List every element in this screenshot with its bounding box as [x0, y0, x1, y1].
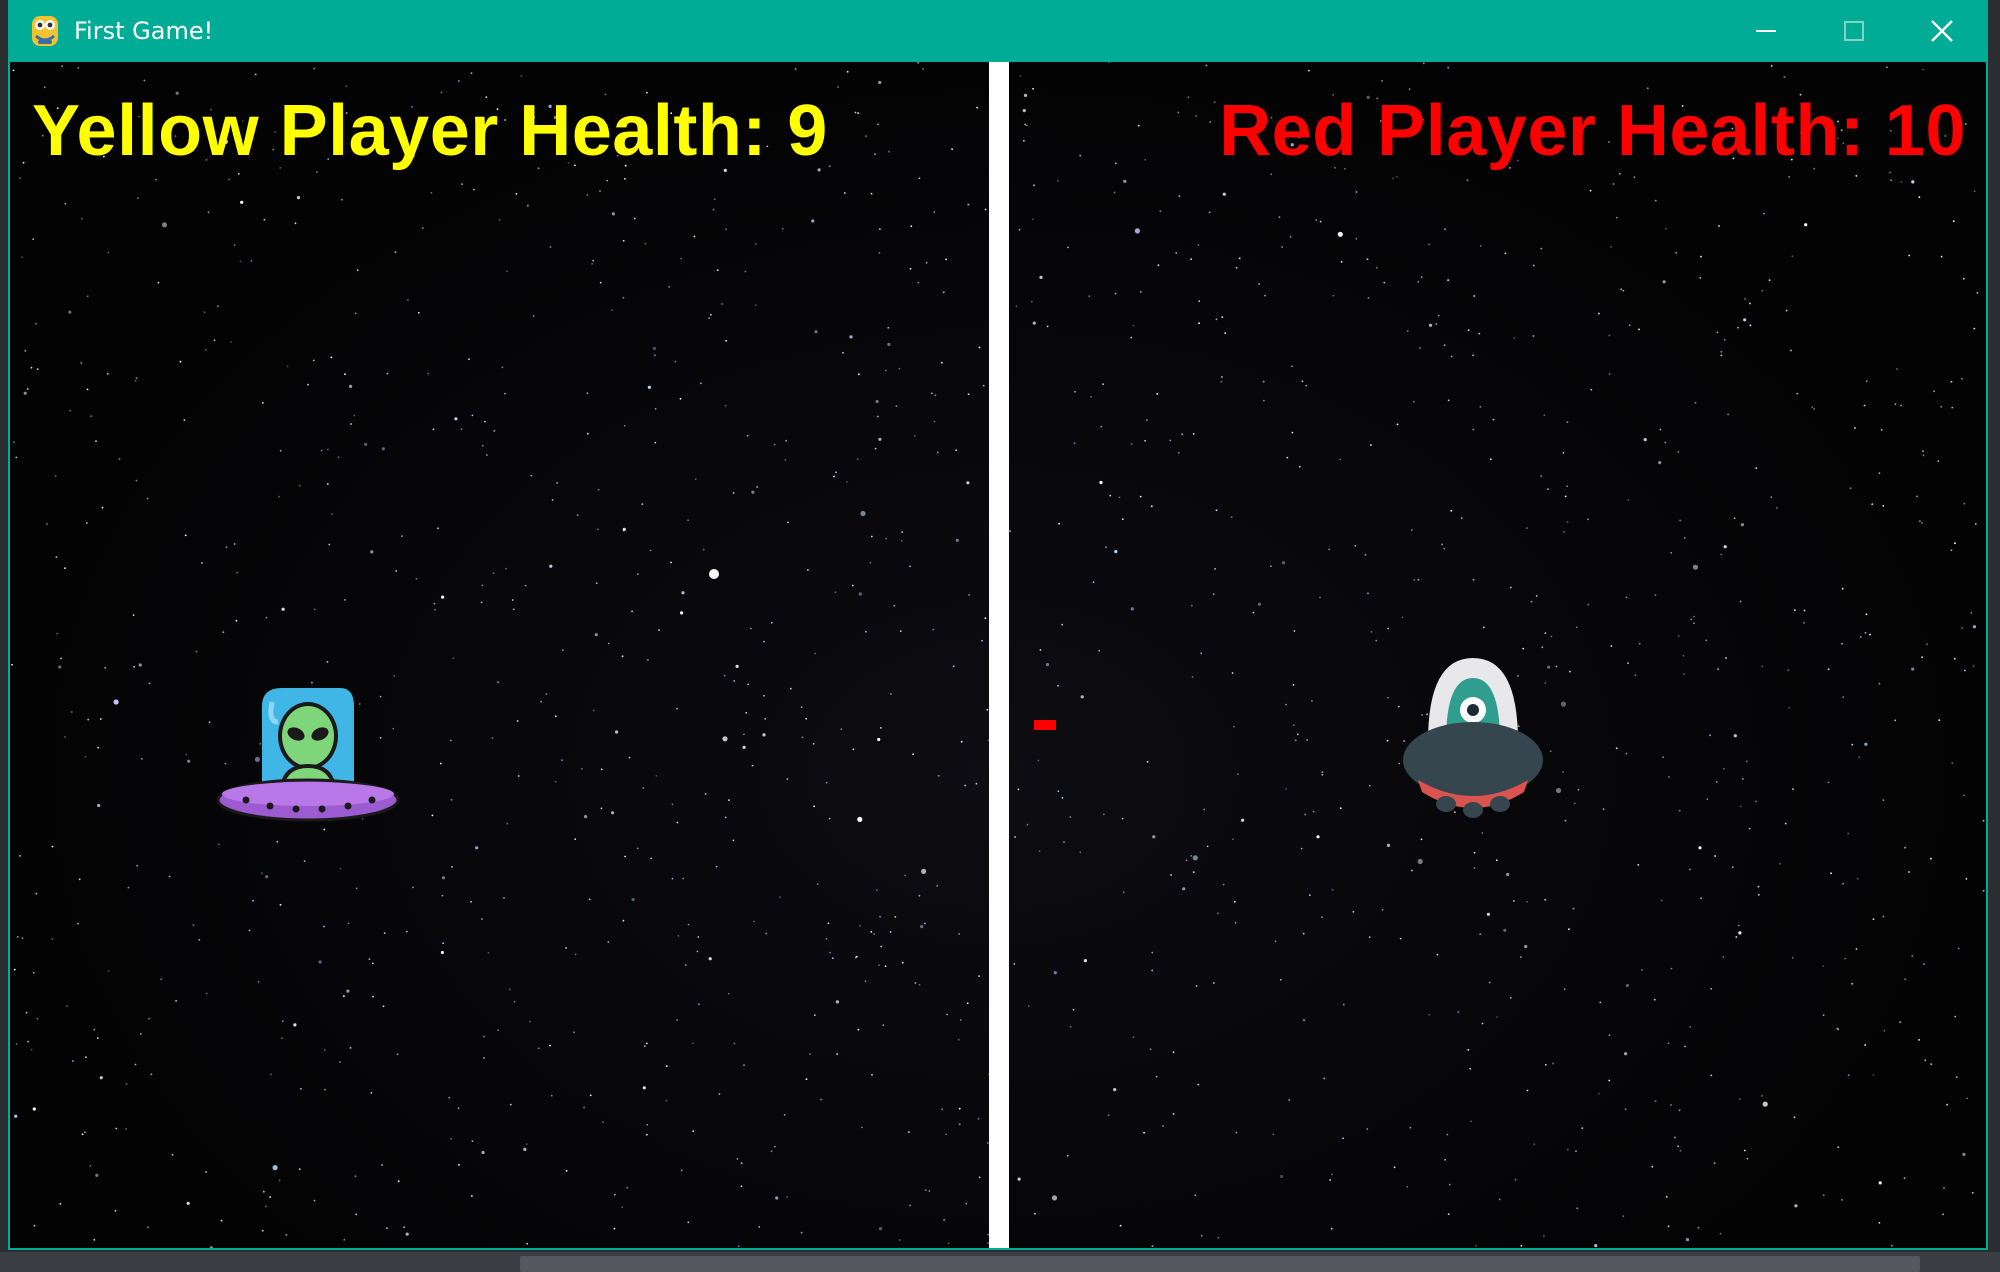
maximize-button[interactable] [1810, 0, 1898, 62]
yellow-health-label: Yellow Player Health: 9 [32, 90, 828, 172]
red-spaceship [1400, 652, 1546, 862]
yellow-spaceship [216, 682, 400, 858]
alien-ufo-icon [216, 682, 400, 858]
close-icon [1928, 17, 1956, 45]
title-bar[interactable]: First Game! [10, 0, 1986, 62]
horizontal-scrollbar[interactable] [520, 1256, 1920, 1272]
game-window: First Game! Yellow Player Health: 9 Red … [8, 0, 1988, 1250]
python-snake-icon [28, 14, 62, 48]
ufo-ship-icon [1400, 652, 1546, 862]
center-border [989, 62, 1009, 1248]
close-button[interactable] [1898, 0, 1986, 62]
minimize-button[interactable] [1722, 0, 1810, 62]
minimize-icon [1752, 17, 1780, 45]
red-health-label: Red Player Health: 10 [1219, 90, 1966, 172]
window-title: First Game! [74, 17, 213, 45]
red-bullet [1034, 720, 1056, 730]
maximize-icon [1840, 17, 1868, 45]
game-canvas[interactable]: Yellow Player Health: 9 Red Player Healt… [10, 62, 1986, 1248]
